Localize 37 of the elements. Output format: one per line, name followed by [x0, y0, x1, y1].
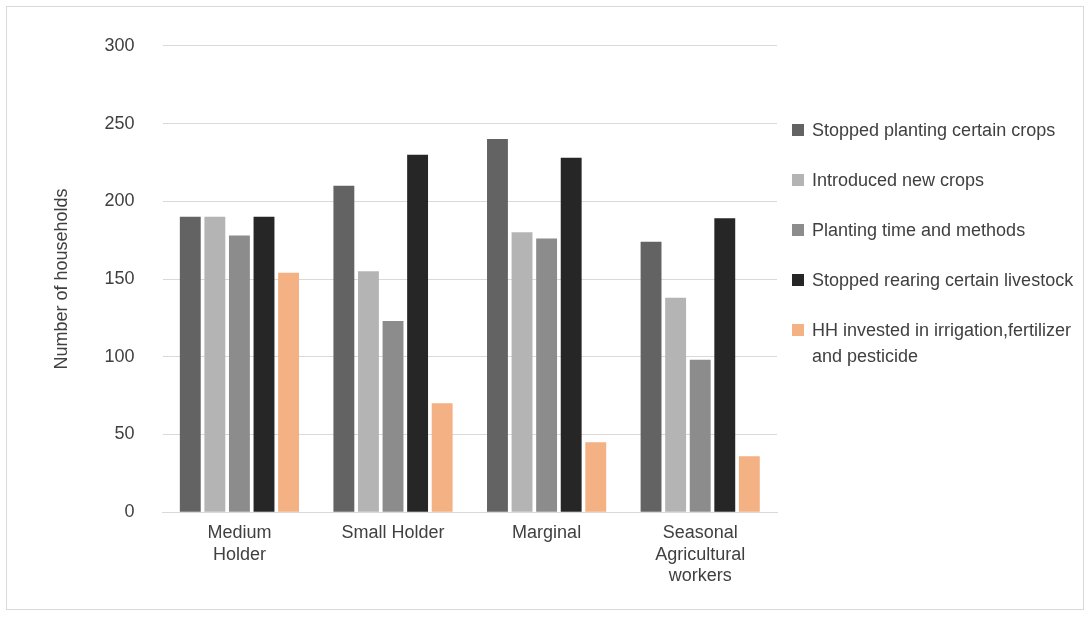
- bar: [487, 139, 508, 512]
- bar: [738, 456, 760, 512]
- bar: [333, 185, 355, 512]
- x-tick-label: Small Holder: [341, 521, 445, 542]
- bar: [665, 297, 687, 512]
- bar: [640, 241, 662, 512]
- legend-label: HH invested in irrigation,fertilizer and pesticide: [812, 319, 1073, 368]
- legend-label: Introduced new crops: [812, 169, 985, 192]
- legend-label: Stopped planting certain crops: [812, 119, 1056, 142]
- bar: [511, 232, 533, 512]
- bar: [278, 272, 300, 512]
- y-tick-label: 0: [124, 501, 135, 522]
- x-tick-label: Seasonal Agricultural workers: [655, 521, 746, 586]
- y-tick-label: 200: [104, 190, 135, 211]
- bar: [536, 238, 558, 512]
- bar: [585, 442, 607, 512]
- bar: [431, 403, 453, 512]
- x-tick-label: Medium Holder: [207, 521, 272, 564]
- bar: [358, 271, 379, 512]
- bar: [689, 359, 711, 512]
- bar: [253, 216, 275, 512]
- legend-label: Stopped rearing certain livestock: [812, 269, 1074, 292]
- y-tick-label: 300: [104, 34, 135, 55]
- x-tick-label: Marginal: [512, 521, 582, 542]
- bar: [382, 320, 404, 512]
- bar: [560, 157, 582, 512]
- bar: [714, 218, 736, 512]
- y-tick-label: 100: [104, 345, 135, 366]
- bar: [228, 235, 250, 512]
- bar: [179, 216, 201, 512]
- bar: [204, 216, 226, 512]
- legend-label: Planting time and methods: [812, 219, 1026, 242]
- y-tick-label: 50: [114, 423, 135, 444]
- y-tick-label: 250: [104, 112, 135, 133]
- y-axis-title: Number of households: [50, 188, 71, 370]
- bar: [407, 154, 429, 512]
- y-tick-label: 150: [104, 267, 135, 288]
